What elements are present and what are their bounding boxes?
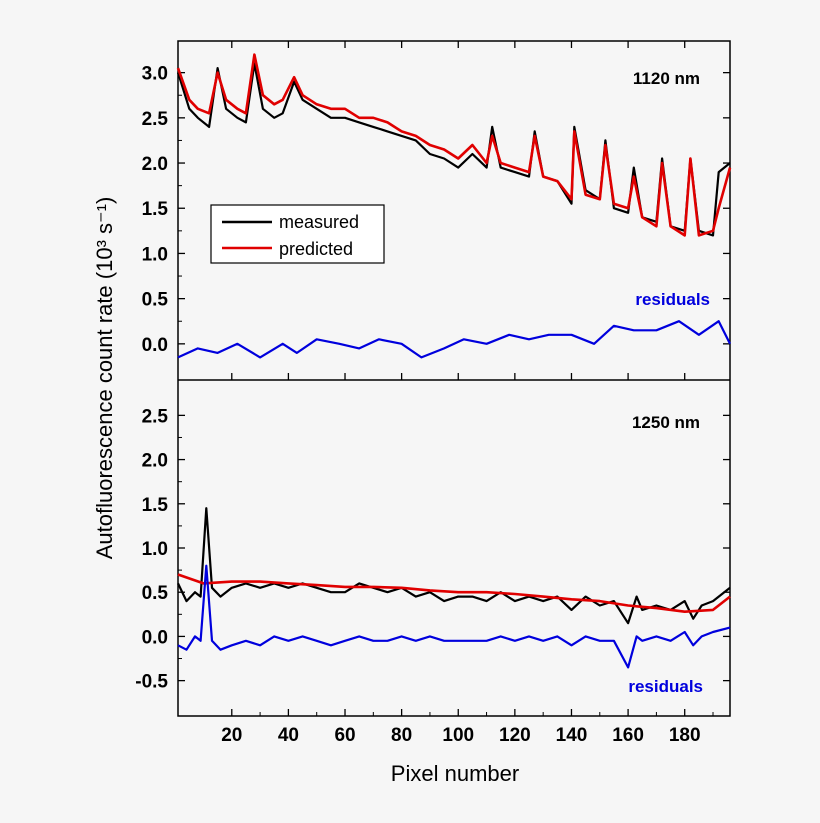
top-measured-line — [176, 62, 731, 237]
legend: measured predicted — [210, 204, 385, 264]
x-tick-label: 180 — [669, 725, 701, 746]
legend-box — [210, 204, 385, 264]
top-y-tick-label: 2.5 — [142, 109, 169, 130]
x-tick-label: 120 — [499, 725, 531, 746]
top-y-tick-label: 3.0 — [142, 64, 168, 85]
top-residuals-label: residuals — [635, 290, 710, 309]
top-panel-label: 1120 nm — [633, 69, 700, 88]
top-y-tick-label: 1.0 — [142, 244, 168, 265]
legend-measured-label: measured — [279, 212, 359, 232]
x-axis: 20 40 60 80 100 120 140 160 180 — [221, 41, 714, 746]
bottom-y-tick-label: 0.0 — [142, 627, 168, 648]
bottom-y-tick-label: 1.5 — [142, 495, 169, 516]
bottom-panel-label: 1250 nm — [632, 413, 700, 432]
bottom-predicted-line — [177, 573, 731, 614]
bottom-residuals-line — [177, 564, 731, 669]
top-y-tick-label: 1.5 — [142, 199, 169, 220]
bottom-y-tick-label: -0.5 — [135, 672, 168, 693]
bottom-y-tick-label: 2.0 — [142, 451, 168, 472]
bottom-y-tick-label: 0.5 — [142, 583, 169, 604]
top-panel: 0.0 0.5 1.0 1.5 2.0 2.5 3.0 — [142, 53, 732, 359]
bottom-panel: -0.5 0.0 0.5 1.0 1.5 2.0 2.5 — [135, 406, 731, 693]
x-tick-label: 20 — [221, 725, 242, 746]
bottom-y-tick-label: 2.5 — [142, 406, 169, 427]
x-tick-label: 40 — [278, 725, 299, 746]
bottom-residuals-label: residuals — [628, 677, 703, 696]
x-tick-label: 160 — [612, 725, 644, 746]
y-axis-title: Autofluorescence count rate (10³ s⁻¹) — [92, 197, 117, 560]
x-tick-label: 60 — [334, 725, 355, 746]
top-y-tick-label: 0.0 — [142, 335, 168, 356]
top-residuals-line — [177, 320, 731, 359]
x-axis-title: Pixel number — [391, 761, 519, 786]
plot-frame — [177, 40, 731, 717]
legend-predicted-label: predicted — [279, 239, 353, 259]
top-y-tick-label: 2.0 — [142, 154, 168, 175]
top-predicted-line — [176, 53, 732, 237]
top-y-tick-label: 0.5 — [142, 290, 169, 311]
x-tick-label: 80 — [391, 725, 412, 746]
x-tick-label: 140 — [556, 725, 588, 746]
x-tick-label: 100 — [442, 725, 474, 746]
bottom-y-tick-label: 1.0 — [142, 539, 168, 560]
